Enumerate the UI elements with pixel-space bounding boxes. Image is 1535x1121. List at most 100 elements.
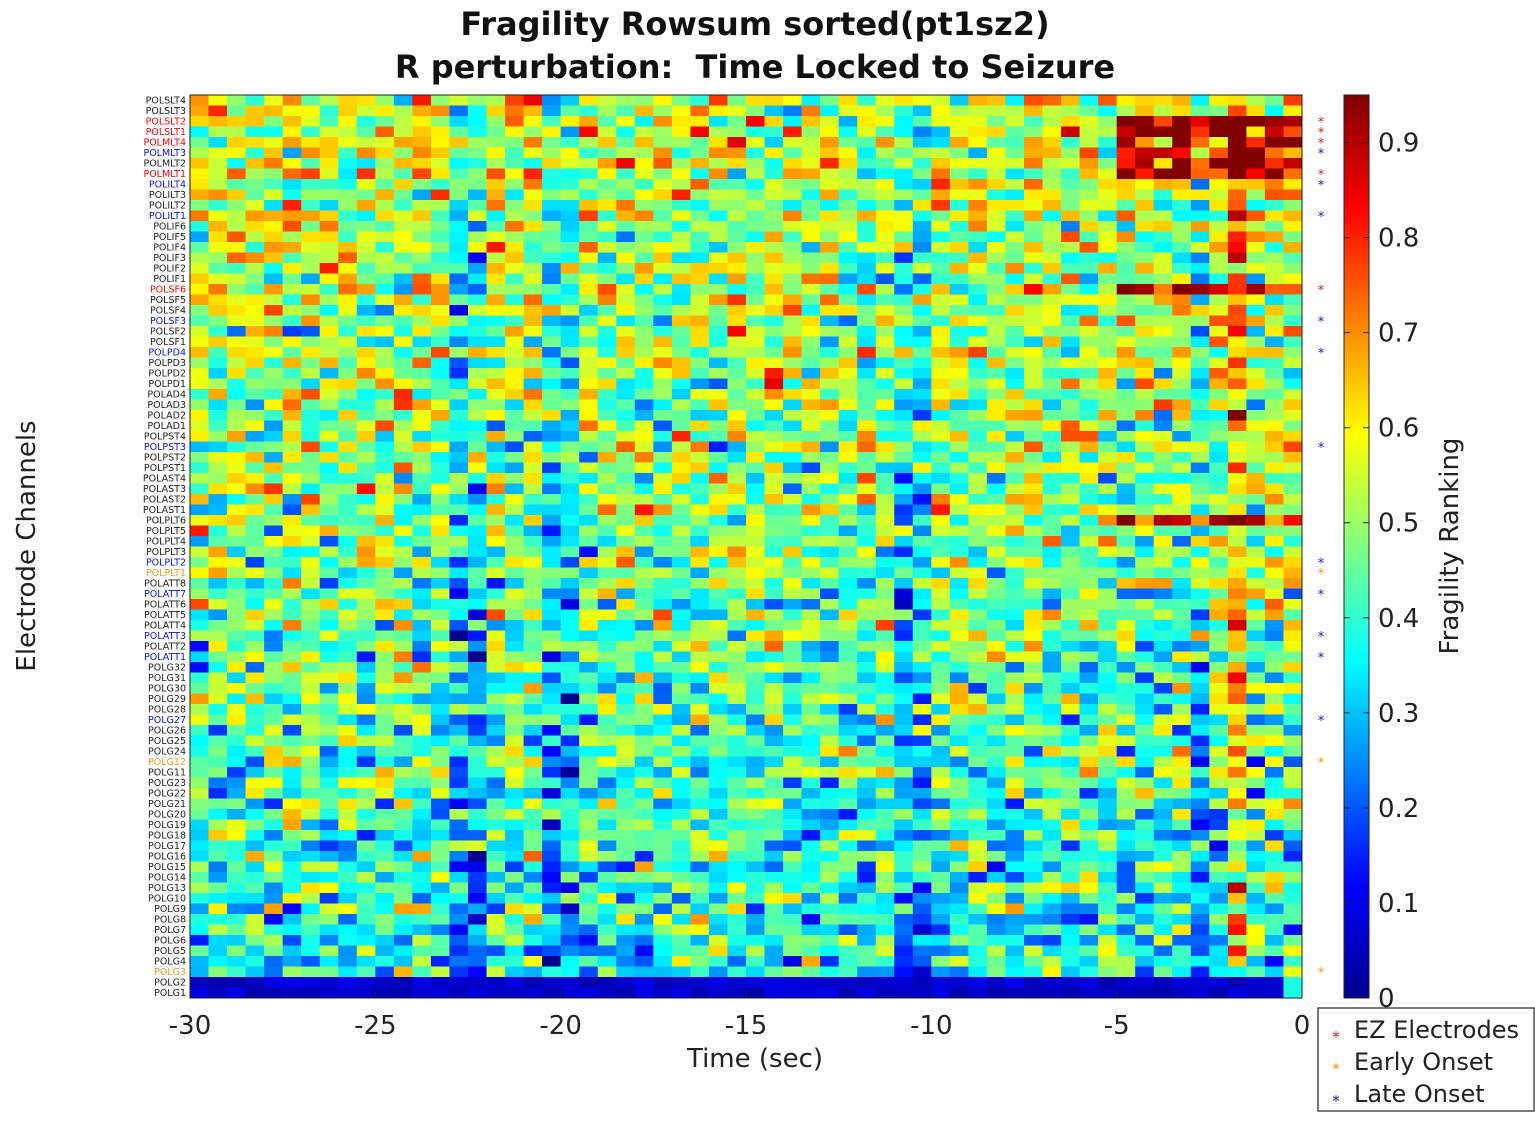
heatmap-cell [653,903,673,915]
heatmap-cell [690,935,710,946]
heatmap-cell [820,914,840,925]
heatmap-cell [968,935,988,946]
heatmap-cell [393,210,413,222]
heatmap-cell [1024,609,1043,621]
heatmap-cell [375,431,395,442]
heatmap-cell [597,536,617,547]
heatmap-cell [597,147,617,159]
heatmap-cell [597,441,617,453]
heatmap-cell [1246,714,1266,726]
heatmap-cell [208,630,228,642]
heatmap-cell [801,147,821,159]
heatmap-cell [1153,662,1173,673]
heatmap-cell [227,630,246,642]
heatmap-cell [1079,378,1099,390]
heatmap-cell [412,546,432,558]
heatmap-cell [764,200,784,211]
heatmap-cell [690,546,710,558]
heatmap-cell [838,924,858,936]
heatmap-cell [338,735,358,747]
heatmap-cell [356,210,376,222]
heatmap-cell [560,746,580,757]
heatmap-cell [412,966,432,978]
heatmap-cell [912,179,932,190]
heatmap-cell [301,126,321,138]
heatmap-cell [412,851,432,862]
heatmap-cell [319,378,339,390]
heatmap-cell [1209,924,1229,936]
heatmap-cell [1061,672,1080,684]
heatmap-cell [227,588,246,600]
heatmap-cell [264,389,284,400]
heatmap-cell [894,809,914,820]
heatmap-cell [1005,105,1025,117]
heatmap-cell [931,546,951,558]
heatmap-cell [393,368,413,379]
heatmap-cell [505,158,524,169]
heatmap-cell [264,242,284,253]
heatmap-cell [838,704,858,715]
heatmap-cell [931,777,951,789]
heatmap-cell [1098,882,1118,894]
heatmap-cell [764,872,784,883]
heatmap-cell [1098,567,1118,579]
heatmap-cell [264,168,284,180]
heatmap-cell [931,263,951,274]
heatmap-cell [356,704,376,715]
heatmap-cell [727,557,747,568]
heatmap-cell [1209,861,1229,873]
heatmap-cell [1116,105,1136,117]
heatmap-cell [264,378,284,390]
heatmap-cell [1079,641,1099,652]
heatmap-cell [486,935,506,946]
heatmap-cell [968,746,988,757]
heatmap-cell [653,473,673,484]
heatmap-cell [375,693,395,705]
heatmap-cell [616,284,636,295]
heatmap-cell [708,494,728,505]
heatmap-cell [1024,284,1043,295]
heatmap-cell [1209,641,1229,652]
heatmap-cell [245,399,265,411]
heatmap-cell [542,347,562,358]
heatmap-cell [727,767,747,778]
heatmap-cell [727,515,747,526]
heatmap-cell [1005,147,1025,159]
heatmap-cell [1024,126,1043,138]
heatmap-cell [282,515,302,526]
heatmap-cell [1227,105,1247,117]
heatmap-cell [356,746,376,757]
heatmap-cell [208,714,228,726]
heatmap-cell [579,242,599,253]
heatmap-cell [282,378,302,390]
heatmap-cell [468,515,487,526]
heatmap-cell [1246,735,1266,747]
heatmap-cell [542,263,562,274]
heatmap-cell [301,956,321,967]
heatmap-cell [393,357,413,369]
heatmap-cell [468,389,487,400]
heatmap-cell [968,777,988,789]
heatmap-cell [653,935,673,946]
heatmap-cell [523,389,543,400]
heatmap-cell [1264,462,1284,474]
heatmap-cell [838,872,858,883]
heatmap-cell [671,210,691,222]
heatmap-cell [1172,147,1192,159]
heatmap-cell [1172,452,1192,463]
heatmap-cell [838,389,858,400]
heatmap-cell [968,116,988,127]
heatmap-cell [505,851,524,862]
heatmap-cell [523,410,543,421]
heatmap-cell [597,137,617,148]
heatmap-cell [1209,588,1229,600]
heatmap-cell [282,641,302,652]
heatmap-cell [931,620,951,631]
heatmap-cell [245,599,265,610]
heatmap-cell [505,830,524,841]
heatmap-cell [931,494,951,505]
heatmap-cell [783,336,802,348]
heatmap-cell [412,116,432,127]
heatmap-cell [1246,662,1266,673]
heatmap-cell [931,189,951,201]
